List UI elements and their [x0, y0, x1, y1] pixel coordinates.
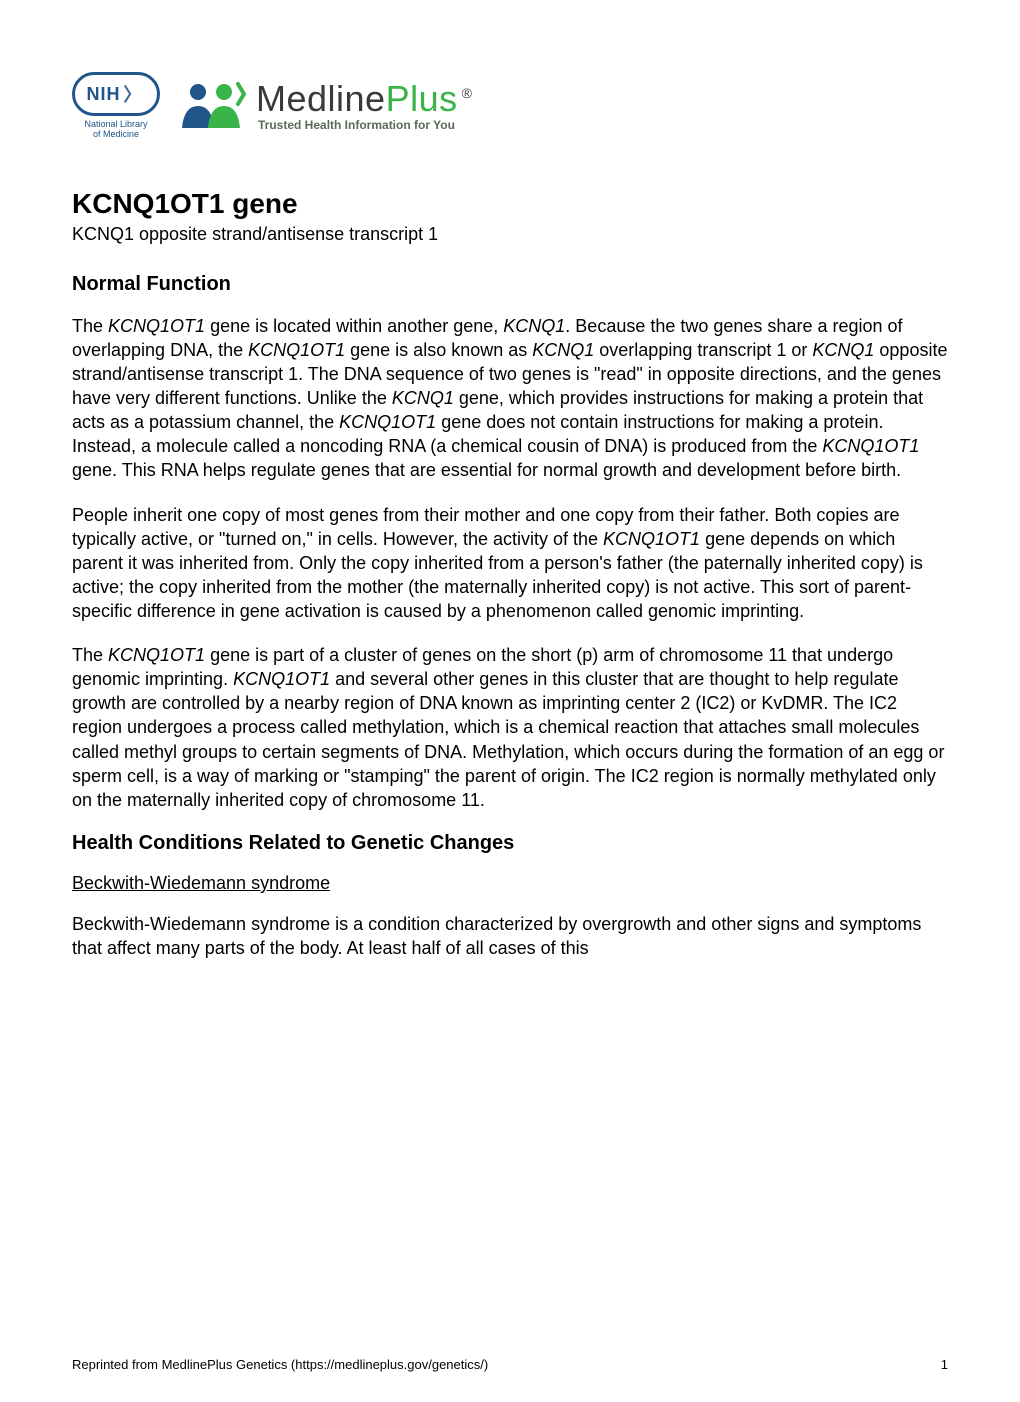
- nf-paragraph-2: People inherit one copy of most genes fr…: [72, 503, 948, 624]
- medlineplus-word: MedlinePlus®: [256, 78, 472, 120]
- nih-pill: NIH 〉: [72, 72, 160, 116]
- word-medline: Medline: [256, 78, 386, 119]
- word-plus: Plus: [386, 78, 458, 119]
- nih-logo: NIH 〉 National Library of Medicine: [72, 72, 160, 140]
- medlineplus-wordmark: MedlinePlus® Trusted Health Information …: [256, 78, 472, 132]
- medlineplus-logo: MedlinePlus® Trusted Health Information …: [178, 78, 472, 134]
- header-logo: NIH 〉 National Library of Medicine: [72, 72, 948, 140]
- section-heading-normal-function: Normal Function: [72, 273, 948, 296]
- hc-paragraph-1: Beckwith-Wiedemann syndrome is a conditi…: [72, 912, 948, 960]
- nlm-line1: National Library: [84, 119, 147, 129]
- condition-title[interactable]: Beckwith-Wiedemann syndrome: [72, 873, 948, 894]
- footer: Reprinted from MedlinePlus Genetics (htt…: [72, 1357, 948, 1372]
- nlm-label: National Library of Medicine: [81, 120, 151, 140]
- medlineplus-tagline: Trusted Health Information for You: [258, 118, 472, 132]
- page-title: KCNQ1OT1 gene: [72, 188, 948, 220]
- medlineplus-mark-icon: [178, 78, 250, 134]
- footer-page-number: 1: [941, 1357, 948, 1372]
- nlm-line2: of Medicine: [93, 129, 139, 139]
- page: NIH 〉 National Library of Medicine: [0, 0, 1020, 1402]
- nih-chevron-icon: 〉: [124, 81, 143, 107]
- section-heading-health-conditions: Health Conditions Related to Genetic Cha…: [72, 832, 948, 855]
- registered-mark: ®: [462, 85, 473, 101]
- footer-source: Reprinted from MedlinePlus Genetics (htt…: [72, 1357, 488, 1372]
- nih-text: NIH: [87, 84, 121, 105]
- nf-paragraph-3: The KCNQ1OT1 gene is part of a cluster o…: [72, 643, 948, 812]
- page-subtitle: KCNQ1 opposite strand/antisense transcri…: [72, 224, 948, 245]
- nf-paragraph-1: The KCNQ1OT1 gene is located within anot…: [72, 314, 948, 483]
